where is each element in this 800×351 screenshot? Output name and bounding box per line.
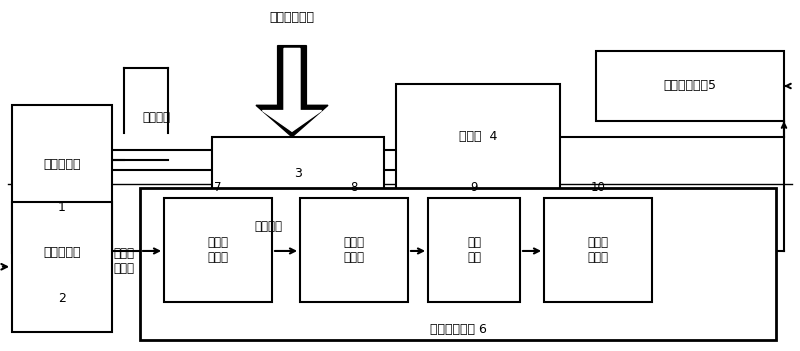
Text: 小波降
噪处理: 小波降 噪处理 bbox=[207, 236, 229, 264]
Text: 被测导线: 被测导线 bbox=[254, 220, 282, 233]
Text: 局部均
值分解: 局部均 值分解 bbox=[343, 236, 365, 264]
Bar bbox=[12, 105, 112, 253]
Polygon shape bbox=[262, 48, 322, 131]
Polygon shape bbox=[256, 46, 328, 137]
Text: 阈值
检测: 阈值 检测 bbox=[467, 236, 481, 264]
Text: 信号处理单元 6: 信号处理单元 6 bbox=[430, 323, 486, 337]
Bar bbox=[396, 84, 560, 190]
Text: 2: 2 bbox=[58, 292, 66, 305]
Bar bbox=[12, 202, 112, 332]
Text: 8: 8 bbox=[350, 181, 358, 194]
Text: 微弱故障位置: 微弱故障位置 bbox=[270, 11, 314, 24]
Bar bbox=[596, 51, 784, 121]
Text: 9: 9 bbox=[470, 181, 478, 194]
Text: 示波器  4: 示波器 4 bbox=[459, 130, 497, 144]
Bar bbox=[428, 198, 520, 302]
Bar bbox=[140, 188, 776, 340]
Bar bbox=[164, 198, 272, 302]
Text: 波形发生器: 波形发生器 bbox=[43, 158, 81, 172]
Text: 瞬时频
率分析: 瞬时频 率分析 bbox=[587, 236, 609, 264]
Bar bbox=[300, 198, 408, 302]
Bar bbox=[212, 137, 384, 211]
Text: 诊断结果分析5: 诊断结果分析5 bbox=[663, 79, 717, 93]
Bar bbox=[544, 198, 652, 302]
Text: 10: 10 bbox=[590, 181, 606, 194]
Text: 时域反
射信号: 时域反 射信号 bbox=[114, 247, 134, 276]
Text: 3: 3 bbox=[294, 167, 302, 180]
Text: 数据采集卡: 数据采集卡 bbox=[43, 246, 81, 259]
Text: 7: 7 bbox=[214, 181, 222, 194]
Text: 阶跃脉冲: 阶跃脉冲 bbox=[142, 111, 170, 124]
Text: 1: 1 bbox=[58, 200, 66, 214]
